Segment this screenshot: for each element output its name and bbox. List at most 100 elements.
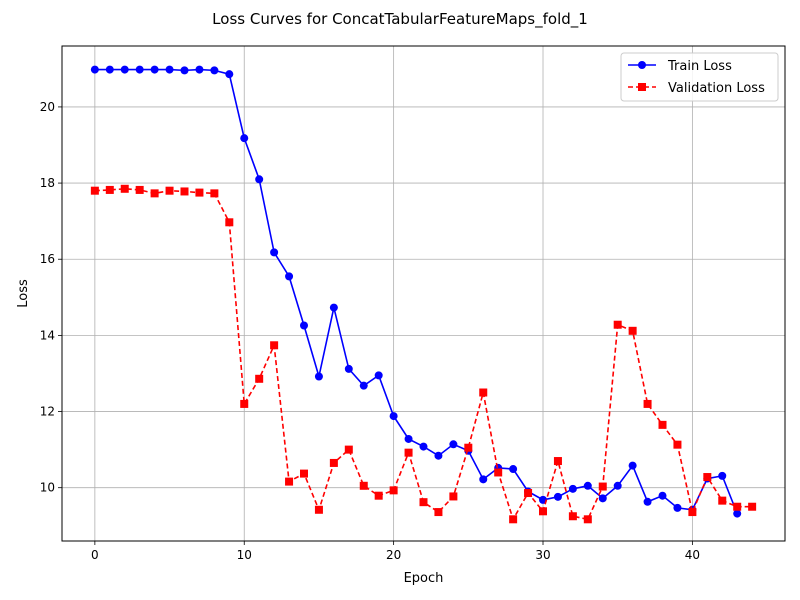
validation-loss-point	[240, 399, 249, 408]
validation-loss-point	[150, 189, 159, 198]
y-axis-ticks: 10 12 14 16 18 20	[40, 100, 62, 495]
y-tick-label: 14	[40, 328, 55, 342]
y-axis-label: Loss	[16, 279, 31, 308]
validation-loss-point	[553, 457, 562, 466]
validation-loss-point	[464, 443, 473, 452]
validation-loss-point	[225, 218, 234, 227]
validation-loss-point	[494, 468, 503, 477]
train-loss-point	[165, 65, 174, 74]
validation-loss-point	[733, 502, 742, 511]
validation-loss-point	[195, 188, 204, 197]
train-loss-series	[90, 65, 742, 518]
train-loss-point	[285, 272, 294, 281]
validation-loss-point	[344, 445, 353, 454]
validation-loss-point	[359, 481, 368, 490]
train-loss-point	[344, 364, 353, 373]
legend: Train Loss Validation Loss	[620, 52, 779, 102]
train-loss-point	[404, 434, 413, 443]
train-loss-point	[314, 372, 323, 381]
x-tick-label: 0	[91, 548, 99, 562]
validation-loss-point	[598, 482, 607, 491]
validation-loss-point	[628, 326, 637, 335]
validation-loss-point	[105, 185, 114, 194]
validation-loss-point	[299, 469, 308, 478]
train-loss-point	[509, 465, 518, 474]
validation-loss-point	[703, 473, 712, 482]
validation-loss-point	[658, 420, 667, 429]
validation-loss-point	[329, 458, 338, 467]
train-loss-line	[94, 68, 738, 514]
validation-loss-point	[688, 508, 697, 517]
validation-loss-line	[94, 187, 753, 522]
train-loss-point	[733, 509, 742, 518]
train-loss-point	[643, 497, 652, 506]
grid-lines	[62, 46, 785, 541]
train-loss-point	[658, 491, 667, 500]
validation-loss-point	[120, 184, 129, 193]
train-loss-point	[434, 451, 443, 460]
validation-loss-point	[285, 477, 294, 486]
train-loss-point	[389, 412, 398, 421]
train-loss-point	[419, 442, 428, 451]
train-loss-point	[718, 471, 727, 480]
train-loss-point	[90, 65, 99, 74]
train-loss-point	[598, 494, 607, 503]
train-loss-point	[359, 381, 368, 390]
validation-loss-point	[404, 448, 413, 457]
validation-loss-point	[374, 491, 383, 500]
train-loss-point	[553, 492, 562, 501]
x-tick-label: 10	[237, 548, 252, 562]
validation-loss-series	[90, 184, 757, 524]
train-loss-point	[225, 70, 234, 79]
x-tick-label: 20	[386, 548, 401, 562]
train-loss-point	[135, 65, 144, 74]
validation-loss-point	[524, 489, 533, 498]
validation-loss-point	[568, 512, 577, 521]
train-loss-point	[240, 134, 249, 143]
validation-loss-point	[643, 399, 652, 408]
train-loss-point	[613, 481, 622, 490]
train-loss-point	[195, 65, 204, 74]
validation-loss-point	[210, 189, 219, 198]
validation-loss-point	[314, 505, 323, 514]
validation-loss-point	[748, 502, 757, 511]
train-loss-point	[568, 484, 577, 493]
x-tick-label: 40	[685, 548, 700, 562]
validation-loss-point	[180, 187, 189, 196]
chart-title: Loss Curves for ConcatTabularFeatureMaps…	[212, 10, 588, 29]
train-loss-point	[299, 321, 308, 330]
train-loss-point	[374, 371, 383, 380]
validation-loss-point	[449, 492, 458, 501]
legend-validation-loss-label: Validation Loss	[668, 81, 765, 96]
y-tick-label: 20	[40, 100, 55, 114]
train-loss-point	[210, 66, 219, 75]
legend-train-loss-marker	[638, 61, 646, 69]
train-loss-point	[673, 503, 682, 512]
validation-loss-point	[165, 186, 174, 195]
train-loss-point	[329, 303, 338, 312]
validation-loss-point	[509, 515, 518, 524]
validation-loss-point	[255, 374, 264, 383]
validation-loss-point	[583, 515, 592, 524]
x-axis-ticks: 0 10 20 30 40	[91, 541, 700, 562]
train-loss-point	[255, 175, 264, 184]
train-loss-point	[150, 65, 159, 74]
validation-loss-point	[718, 496, 727, 505]
train-loss-point	[628, 461, 637, 470]
train-loss-point	[120, 65, 129, 74]
validation-loss-point	[90, 186, 99, 195]
validation-loss-point	[673, 440, 682, 449]
legend-train-loss-label: Train Loss	[667, 59, 732, 74]
validation-loss-point	[419, 498, 428, 507]
validation-loss-point	[613, 320, 622, 329]
y-tick-label: 16	[40, 252, 55, 266]
y-tick-label: 18	[40, 176, 55, 190]
x-axis-label: Epoch	[404, 571, 444, 586]
validation-loss-point	[539, 507, 548, 516]
x-tick-label: 30	[535, 548, 550, 562]
validation-loss-point	[479, 388, 488, 397]
legend-box	[620, 52, 779, 102]
train-loss-point	[270, 248, 279, 257]
plot-frame	[61, 45, 786, 542]
